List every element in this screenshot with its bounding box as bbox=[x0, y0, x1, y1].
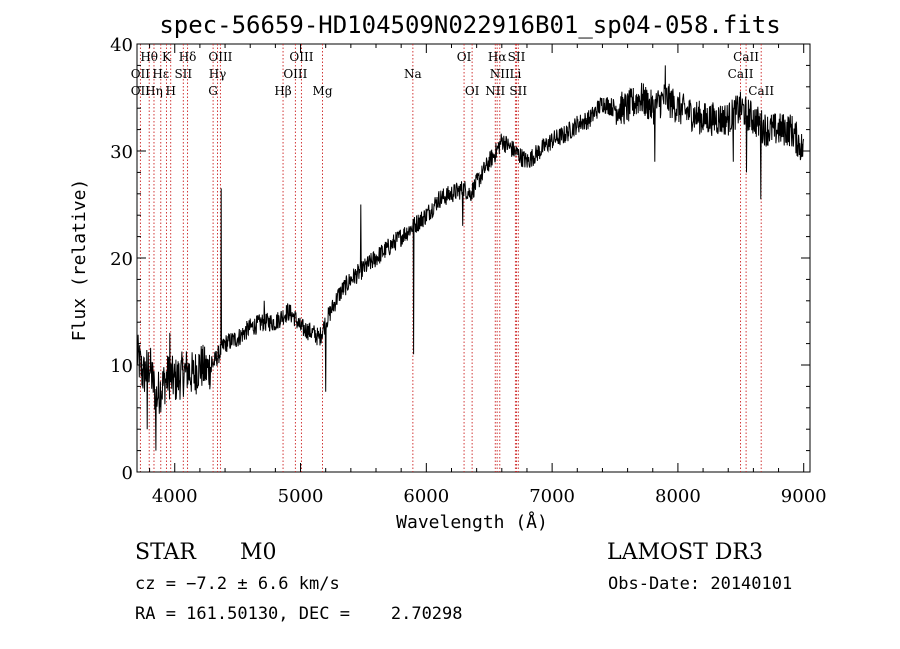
line-marker-label: CaII bbox=[733, 50, 759, 64]
y-tick-label: 10 bbox=[110, 356, 133, 377]
line-marker-label: CaII bbox=[748, 84, 774, 98]
line-marker-label: OI bbox=[465, 84, 480, 98]
observation-date: Obs-Date: 20140101 bbox=[608, 574, 793, 594]
y-axis-ticks: 0 10 20 30 40 bbox=[110, 35, 810, 484]
x-axis-ticks: 4000 5000 6000 7000 8000 9000 bbox=[149, 44, 827, 507]
line-marker-label: OI bbox=[457, 50, 472, 64]
x-tick-label: 4000 bbox=[152, 486, 198, 507]
x-tick-label: 5000 bbox=[278, 486, 324, 507]
line-marker-label: SII bbox=[174, 67, 192, 81]
line-marker-label: OII bbox=[131, 67, 151, 81]
y-tick-label: 20 bbox=[110, 249, 133, 270]
line-marker-label: H bbox=[165, 84, 175, 98]
line-marker-label: CaII bbox=[728, 67, 754, 81]
x-tick-label: 8000 bbox=[655, 486, 701, 507]
y-tick-label: 0 bbox=[122, 463, 133, 484]
line-marker-label: Hθ bbox=[140, 50, 158, 64]
x-axis-label: Wavelength (Å) bbox=[396, 511, 548, 533]
line-marker-label: NII bbox=[485, 84, 505, 98]
line-marker-label: Na bbox=[404, 67, 422, 81]
y-axis-label: Flux (relative) bbox=[69, 179, 90, 342]
y-tick-label: 40 bbox=[110, 35, 133, 56]
spectrum-line bbox=[136, 65, 804, 451]
line-marker-label: Hε bbox=[152, 67, 169, 81]
line-marker-label: Mg bbox=[313, 84, 333, 98]
line-marker-label: K bbox=[162, 50, 172, 64]
y-tick-label: 30 bbox=[110, 142, 133, 163]
line-marker-label: G bbox=[208, 84, 218, 98]
x-tick-label: 6000 bbox=[403, 486, 449, 507]
line-marker-label: NII bbox=[490, 67, 510, 81]
x-tick-label: 7000 bbox=[529, 486, 575, 507]
line-marker-label: Hγ bbox=[209, 67, 227, 81]
line-marker-label: OIII bbox=[289, 50, 313, 64]
line-marker-labels: Hθ OII OII K Hε Hη SII H Hδ OIII Hγ G OIII OIII Hβ Mg Na… bbox=[131, 50, 775, 98]
object-class: STAR bbox=[135, 540, 196, 565]
x-tick-label: 9000 bbox=[781, 486, 827, 507]
line-marker-label: SII bbox=[508, 50, 526, 64]
line-marker-label: OIII bbox=[208, 50, 232, 64]
line-marker-label: OIII bbox=[283, 67, 307, 81]
line-marker-label: Li bbox=[509, 67, 521, 81]
ra-dec-coordinates: RA = 161.50130, DEC = 2.70298 bbox=[135, 604, 463, 624]
redshift-cz: cz = −7.2 ± 6.6 km/s bbox=[135, 574, 340, 594]
chart-title: spec-56659-HD104509N022916B01_sp04-058.f… bbox=[159, 11, 780, 39]
line-marker-label: Hα bbox=[488, 50, 507, 64]
spectrum-series bbox=[136, 65, 804, 451]
line-marker-label: OII bbox=[131, 84, 151, 98]
object-subclass: M0 bbox=[240, 540, 277, 565]
line-marker-label: Hη bbox=[145, 84, 163, 98]
line-marker-label: SII bbox=[509, 84, 527, 98]
line-marker-label: Hδ bbox=[179, 50, 197, 64]
survey-name: LAMOST DR3 bbox=[607, 540, 763, 565]
line-marker-label: Hβ bbox=[274, 84, 291, 98]
